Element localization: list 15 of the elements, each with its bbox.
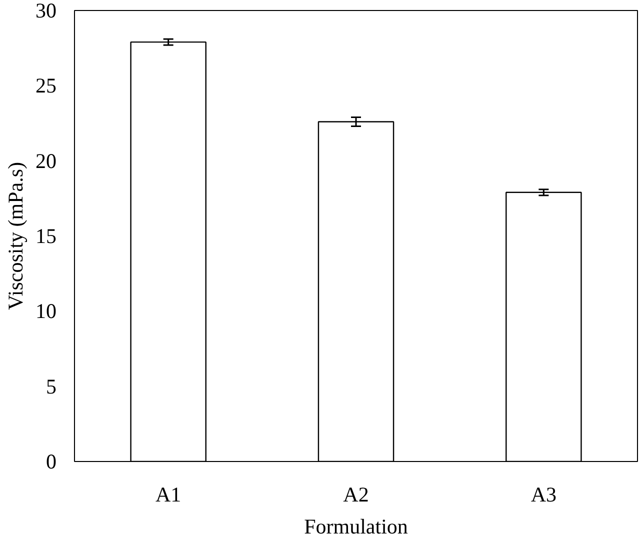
y-tick-label: 0 — [46, 450, 56, 474]
x-tick-label: A3 — [530, 482, 557, 506]
bar — [130, 41, 206, 462]
y-tick-label: 25 — [36, 74, 56, 98]
x-tick-label: A2 — [343, 482, 369, 506]
x-axis-title: Formulation — [304, 514, 408, 538]
x-tick-label: A1 — [156, 482, 182, 506]
y-axis-title: Viscosity (mPa.s) — [4, 162, 28, 310]
y-tick-label: 30 — [36, 0, 56, 22]
y-tick-label: 10 — [36, 299, 56, 324]
bar — [318, 121, 394, 462]
y-tick-label: 5 — [46, 374, 56, 398]
y-tick-label: 15 — [36, 224, 56, 248]
y-tick-label: 20 — [36, 148, 56, 173]
bar — [506, 192, 582, 462]
